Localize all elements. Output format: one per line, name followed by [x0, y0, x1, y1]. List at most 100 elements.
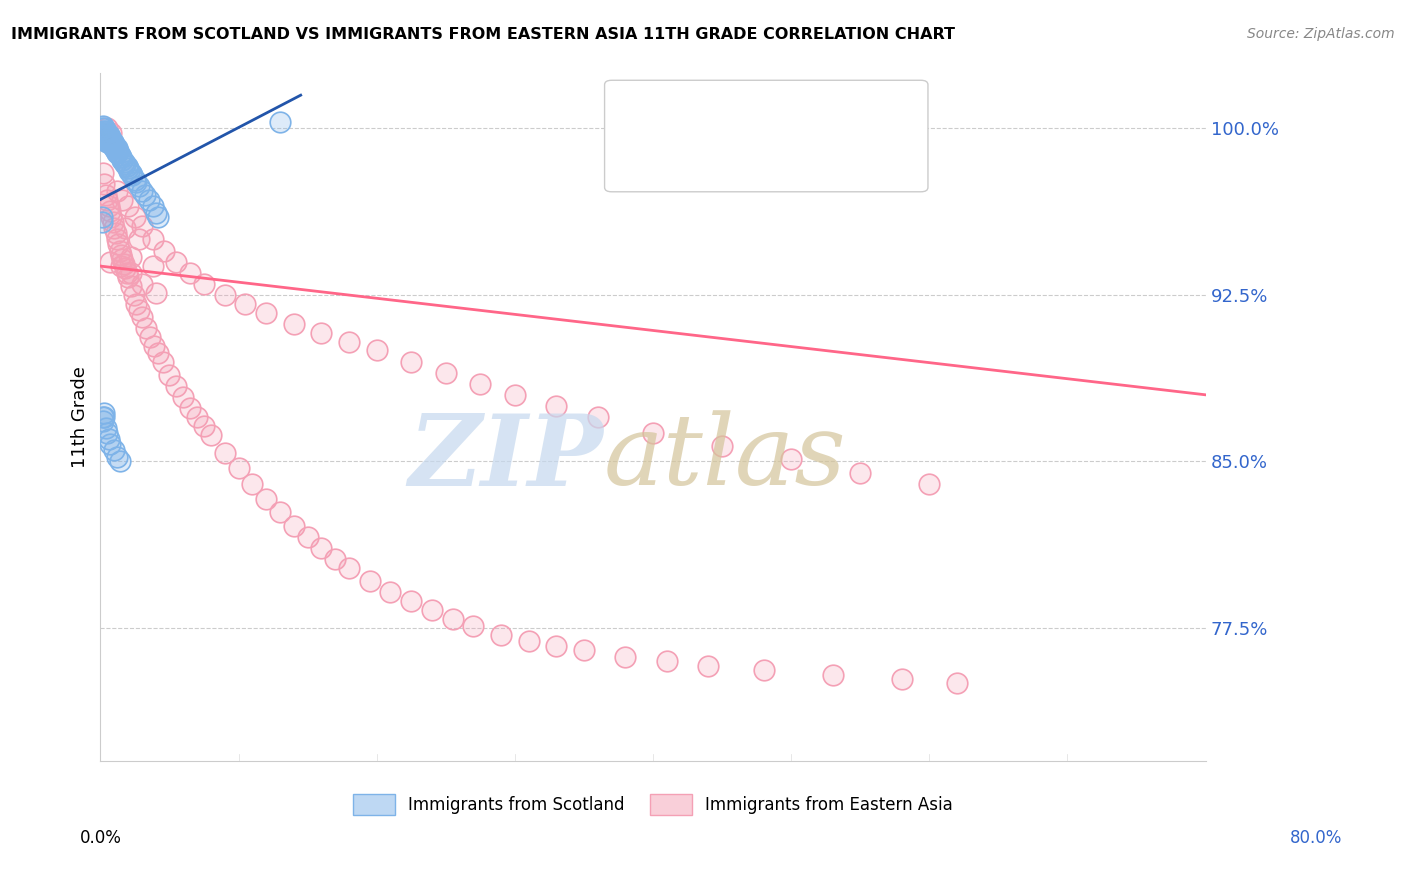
Point — [125, 175, 148, 189]
Point — [120, 250, 142, 264]
Text: -0.162: -0.162 — [689, 148, 754, 166]
Y-axis label: 11th Grade: 11th Grade — [72, 366, 89, 468]
FancyBboxPatch shape — [623, 141, 654, 173]
Point — [121, 168, 143, 182]
Point — [108, 454, 131, 468]
Text: 0.0%: 0.0% — [80, 829, 122, 847]
Point — [120, 166, 142, 180]
Point — [96, 425, 118, 440]
Point — [399, 354, 422, 368]
Point — [96, 193, 118, 207]
Point — [711, 439, 734, 453]
Point — [311, 326, 333, 340]
Point — [107, 144, 129, 158]
Point — [122, 288, 145, 302]
Point — [105, 232, 128, 246]
Point — [90, 211, 112, 225]
Text: R =: R = — [657, 105, 696, 123]
Point — [214, 288, 236, 302]
Point — [143, 339, 166, 353]
Point — [240, 476, 263, 491]
Point — [128, 303, 150, 318]
Point — [420, 603, 443, 617]
Point — [165, 254, 187, 268]
Point — [269, 506, 291, 520]
Point — [142, 232, 165, 246]
Point — [179, 266, 201, 280]
Point — [97, 128, 120, 142]
Point — [98, 130, 121, 145]
Point — [172, 390, 194, 404]
Point — [228, 461, 250, 475]
Point — [200, 427, 222, 442]
Point — [193, 277, 215, 291]
Point — [90, 130, 112, 145]
Point — [359, 574, 381, 589]
Point — [111, 252, 134, 267]
Point — [97, 432, 120, 446]
Point — [337, 561, 360, 575]
Point — [94, 124, 117, 138]
Point — [117, 270, 139, 285]
Point — [697, 658, 720, 673]
Text: 99: 99 — [780, 148, 806, 166]
Point — [98, 254, 121, 268]
Point — [463, 618, 485, 632]
Legend: Immigrants from Scotland, Immigrants from Eastern Asia: Immigrants from Scotland, Immigrants fro… — [353, 795, 953, 814]
Point — [655, 654, 678, 668]
Point — [105, 145, 128, 160]
Point — [93, 410, 115, 425]
Point — [131, 310, 153, 325]
Point — [93, 406, 115, 420]
Text: 80.0%: 80.0% — [1289, 829, 1343, 847]
Point — [124, 172, 146, 186]
Text: atlas: atlas — [603, 410, 846, 506]
Point — [890, 672, 912, 686]
Point — [254, 306, 277, 320]
Point — [90, 126, 112, 140]
Point — [101, 139, 124, 153]
Point — [111, 193, 134, 207]
Point — [91, 410, 114, 425]
Point — [103, 443, 125, 458]
Point — [503, 388, 526, 402]
Point — [98, 203, 121, 218]
Point — [366, 343, 388, 358]
Point — [115, 159, 138, 173]
Point — [98, 135, 121, 149]
Text: N =: N = — [749, 105, 789, 123]
Point — [283, 317, 305, 331]
Point — [94, 421, 117, 435]
Point — [110, 150, 132, 164]
Text: ZIP: ZIP — [408, 410, 603, 507]
Point — [93, 121, 115, 136]
Point — [103, 141, 125, 155]
Point — [145, 285, 167, 300]
Point — [94, 128, 117, 142]
Point — [586, 410, 609, 425]
Point — [214, 445, 236, 459]
Point — [93, 177, 115, 191]
Point — [193, 418, 215, 433]
Point — [91, 124, 114, 138]
Point — [103, 136, 125, 151]
Point — [97, 132, 120, 146]
Point — [96, 121, 118, 136]
Point — [546, 399, 568, 413]
Point — [142, 259, 165, 273]
Point — [91, 414, 114, 428]
Point — [112, 257, 135, 271]
Point — [165, 379, 187, 393]
Point — [517, 634, 540, 648]
FancyBboxPatch shape — [623, 98, 654, 130]
Point — [441, 612, 464, 626]
Point — [108, 244, 131, 258]
Text: 64: 64 — [780, 105, 806, 123]
Text: 0.340: 0.340 — [689, 105, 745, 123]
Point — [380, 585, 402, 599]
Point — [105, 141, 128, 155]
Point — [105, 184, 128, 198]
Point — [131, 277, 153, 291]
Point — [142, 199, 165, 213]
Point — [96, 130, 118, 145]
